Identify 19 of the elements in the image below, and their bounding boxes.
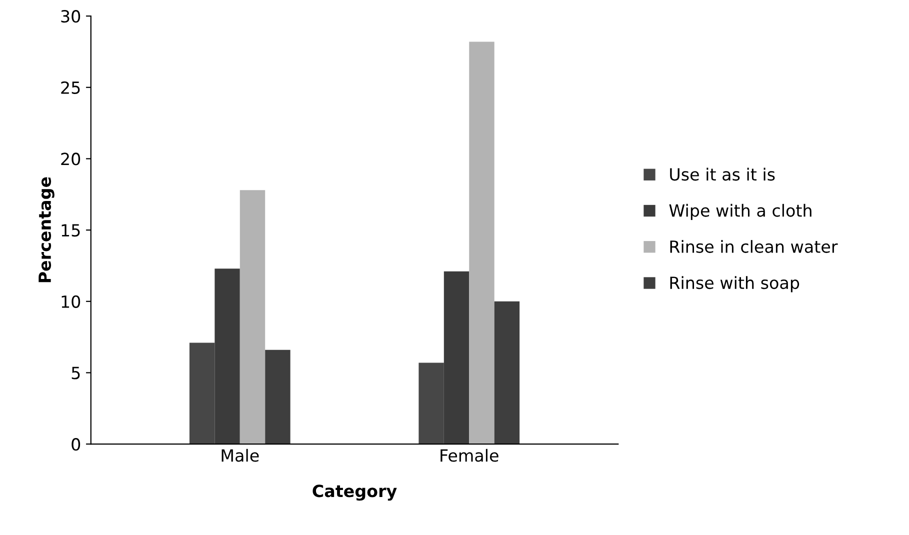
- legend-label: Use it as it is: [670, 168, 775, 181]
- y-tick-label: 20: [61, 152, 80, 166]
- bar: [240, 190, 266, 444]
- x-tick-label: Female: [440, 448, 498, 462]
- x-axis-title: Category: [312, 484, 397, 501]
- legend-label: Rinse in clean water: [670, 240, 838, 253]
- y-tick-label: 5: [72, 366, 80, 380]
- bar: [265, 350, 290, 444]
- y-tick-label: 30: [61, 10, 80, 23]
- y-tick-label: 10: [62, 295, 80, 308]
- y-tick-label: 15: [62, 224, 80, 237]
- x-tick-label: Male: [222, 448, 259, 462]
- y-axis-title: Percentage: [38, 177, 54, 282]
- legend-label: Wipe with a cloth: [669, 204, 812, 220]
- bar: [494, 301, 520, 444]
- y-tick-label: 0: [72, 438, 80, 451]
- legend-label: Rinse with soap: [670, 276, 800, 292]
- y-tick-label: 25: [61, 81, 80, 94]
- bar: [469, 42, 494, 444]
